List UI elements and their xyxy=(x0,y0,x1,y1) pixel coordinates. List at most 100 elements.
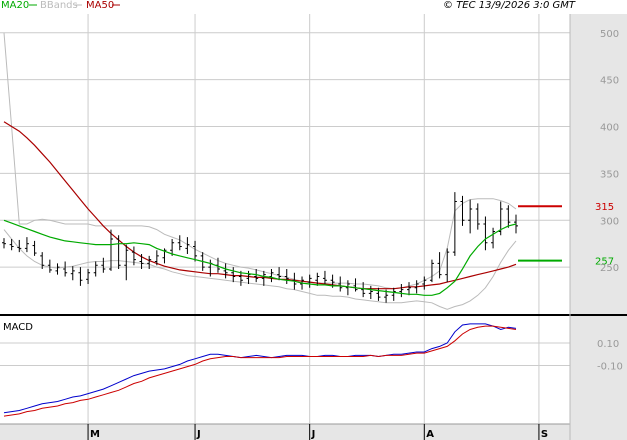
x-tick-label: M xyxy=(90,429,100,440)
support-label: 257 xyxy=(595,257,614,268)
ohlc-bar xyxy=(361,282,366,298)
ohlc-bar xyxy=(338,276,343,292)
ohlc-bar xyxy=(170,239,175,256)
price-tick-label: 450 xyxy=(600,76,619,87)
legend-ma20-label: MA20 xyxy=(1,0,29,11)
ohlc-bar xyxy=(307,274,312,288)
legend-bbands-label: BBands xyxy=(40,0,78,11)
ohlc-bar xyxy=(322,270,327,284)
ohlc-bar xyxy=(422,276,427,290)
legend: MA20 BBands MA50 © TEC 13/9/2026 3:0 GMT xyxy=(1,0,576,11)
ohlc-bar xyxy=(315,272,320,286)
x-tick-label: S xyxy=(541,429,548,440)
x-tick: S xyxy=(538,424,548,440)
ma50-line xyxy=(3,121,517,290)
ohlc-bar xyxy=(124,244,129,281)
ohlc-bar xyxy=(154,250,159,266)
x-axis-strip xyxy=(0,424,570,440)
ohlc-bar xyxy=(452,192,457,256)
ohlc-bar xyxy=(376,287,381,301)
price-grid xyxy=(0,14,570,314)
ohlc-bar xyxy=(101,257,106,273)
ohlc-bar xyxy=(63,261,68,277)
right-axis-panel xyxy=(570,14,627,440)
ohlc-bar xyxy=(429,259,434,283)
price-levels: 315 257 xyxy=(518,202,614,268)
macd-y-axis: 0.10 -0.10 xyxy=(597,339,623,373)
price-panel xyxy=(0,14,570,314)
ohlc-bar xyxy=(116,235,121,269)
ma20-path xyxy=(3,219,517,296)
macd-panel xyxy=(0,316,570,424)
bband-lower-line xyxy=(3,229,517,310)
x-tick-label: J xyxy=(196,429,201,440)
ohlc-bar xyxy=(399,284,404,298)
ohlc-bar xyxy=(55,263,60,275)
ohlc-bar xyxy=(2,238,6,249)
macd-path xyxy=(3,323,517,414)
ohlc-bars xyxy=(2,192,518,303)
ohlc-bar xyxy=(475,203,480,230)
ohlc-bar xyxy=(407,282,412,296)
ohlc-bar xyxy=(32,240,37,256)
x-tick-label: A xyxy=(426,429,434,440)
ohlc-bar xyxy=(506,205,511,228)
price-y-axis: 250 300 350 400 450 500 xyxy=(600,29,619,274)
price-tick-label: 500 xyxy=(600,29,619,40)
ohlc-bar xyxy=(185,237,190,254)
ohlc-bar xyxy=(78,267,83,286)
macd-title: MACD xyxy=(3,322,33,333)
ohlc-bar xyxy=(277,267,282,281)
macd-grid xyxy=(0,316,570,424)
ohlc-bar xyxy=(269,269,274,283)
ohlc-bar xyxy=(445,248,450,283)
price-tick-label: 350 xyxy=(600,169,619,180)
signal-path xyxy=(3,325,517,417)
x-tick: M xyxy=(87,424,100,440)
ohlc-bar xyxy=(231,267,236,283)
copyright-text: © TEC 13/9/2026 3:0 GMT xyxy=(443,0,576,11)
ohlc-bar xyxy=(24,237,29,253)
ohlc-bar xyxy=(70,266,75,281)
bband-upper-line xyxy=(3,32,517,290)
ohlc-bar xyxy=(40,252,45,269)
ohlc-bar xyxy=(9,239,14,251)
ohlc-bar xyxy=(491,227,496,249)
x-tick-label: J xyxy=(311,429,316,440)
ohlc-bar xyxy=(368,285,373,299)
ohlc-bar xyxy=(284,269,289,284)
ohlc-bar xyxy=(193,240,198,262)
ohlc-bar xyxy=(437,252,442,279)
ohlc-bar xyxy=(147,255,152,269)
ohlc-bar xyxy=(261,270,266,286)
legend-ma50-label: MA50 xyxy=(86,0,114,11)
ohlc-bar xyxy=(93,261,98,277)
ohlc-bar xyxy=(108,229,113,271)
ohlc-bar xyxy=(483,216,488,251)
ohlc-bar xyxy=(139,254,144,269)
resistance-label: 315 xyxy=(595,202,614,213)
macd-lines xyxy=(3,323,517,417)
ohlc-bar xyxy=(223,263,228,279)
bbands xyxy=(3,32,517,310)
x-tick: A xyxy=(423,424,434,440)
x-tick: J xyxy=(194,424,201,440)
price-tick-label: 300 xyxy=(600,216,619,227)
ma50-path xyxy=(3,121,517,290)
ohlc-bar xyxy=(17,239,22,253)
ohlc-bar xyxy=(254,269,259,283)
x-tick: J xyxy=(309,424,316,440)
ohlc-bar xyxy=(246,270,251,284)
ohlc-bar xyxy=(414,280,419,294)
ma20-line xyxy=(3,219,517,296)
ohlc-bar xyxy=(460,195,465,226)
ohlc-bar xyxy=(131,246,136,266)
ohlc-bar xyxy=(345,280,350,296)
ohlc-bar xyxy=(353,278,358,292)
ohlc-bar xyxy=(391,287,396,301)
ohlc-bar xyxy=(468,199,473,234)
price-tick-label: 400 xyxy=(600,123,619,134)
ohlc-bar xyxy=(86,269,91,284)
